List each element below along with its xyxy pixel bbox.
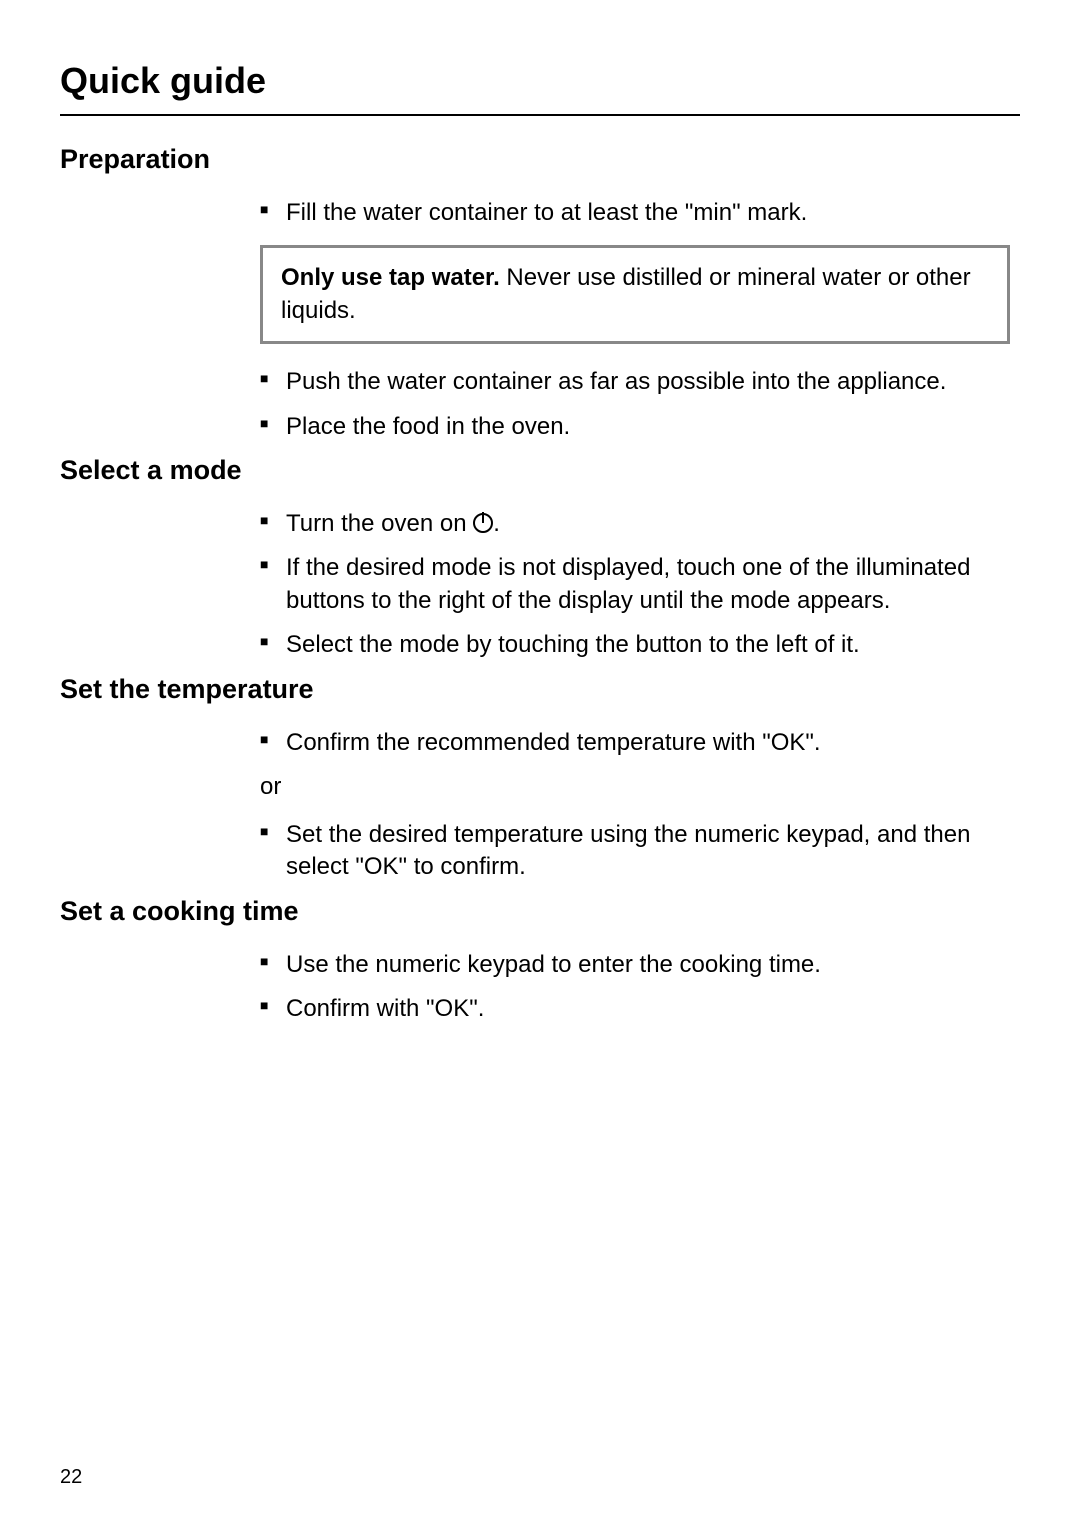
bullet-list: Push the water container as far as possi… — [260, 366, 1010, 443]
list-item: Push the water container as far as possi… — [260, 366, 1010, 398]
section-content-set-temperature: Confirm the recommended temperature with… — [260, 727, 1010, 884]
section-content-set-cooking-time: Use the numeric keypad to enter the cook… — [260, 949, 1010, 1026]
section-heading-set-temperature: Set the temperature — [60, 674, 1020, 705]
section-heading-preparation: Preparation — [60, 144, 1020, 175]
or-text: or — [260, 773, 1010, 801]
section-content-preparation: Fill the water container to at least the… — [260, 197, 1010, 443]
list-item: Turn the oven on . — [260, 508, 1010, 540]
list-item: Use the numeric keypad to enter the cook… — [260, 949, 1010, 981]
list-item: Place the food in the oven. — [260, 411, 1010, 443]
section-heading-select-mode: Select a mode — [60, 455, 1020, 486]
note-box: Only use tap water. Never use distilled … — [260, 245, 1010, 344]
section-heading-set-cooking-time: Set a cooking time — [60, 896, 1020, 927]
power-icon — [473, 513, 493, 533]
list-item-text-pre: Turn the oven on — [286, 510, 473, 537]
list-item: Confirm with "OK". — [260, 993, 1010, 1025]
note-strong: Only use tap water. — [281, 264, 500, 291]
page-title: Quick guide — [60, 60, 1020, 116]
list-item: If the desired mode is not displayed, to… — [260, 552, 1010, 617]
section-content-select-mode: Turn the oven on . If the desired mode i… — [260, 508, 1010, 662]
list-item-text-post: . — [493, 510, 500, 537]
page-number: 22 — [60, 1466, 82, 1489]
list-item: Select the mode by touching the button t… — [260, 629, 1010, 661]
bullet-list: Turn the oven on . If the desired mode i… — [260, 508, 1010, 662]
list-item: Fill the water container to at least the… — [260, 197, 1010, 229]
bullet-list: Use the numeric keypad to enter the cook… — [260, 949, 1010, 1026]
bullet-list: Fill the water container to at least the… — [260, 197, 1010, 229]
bullet-list: Confirm the recommended temperature with… — [260, 727, 1010, 759]
list-item: Confirm the recommended temperature with… — [260, 727, 1010, 759]
list-item: Set the desired temperature using the nu… — [260, 819, 1010, 884]
bullet-list: Set the desired temperature using the nu… — [260, 819, 1010, 884]
